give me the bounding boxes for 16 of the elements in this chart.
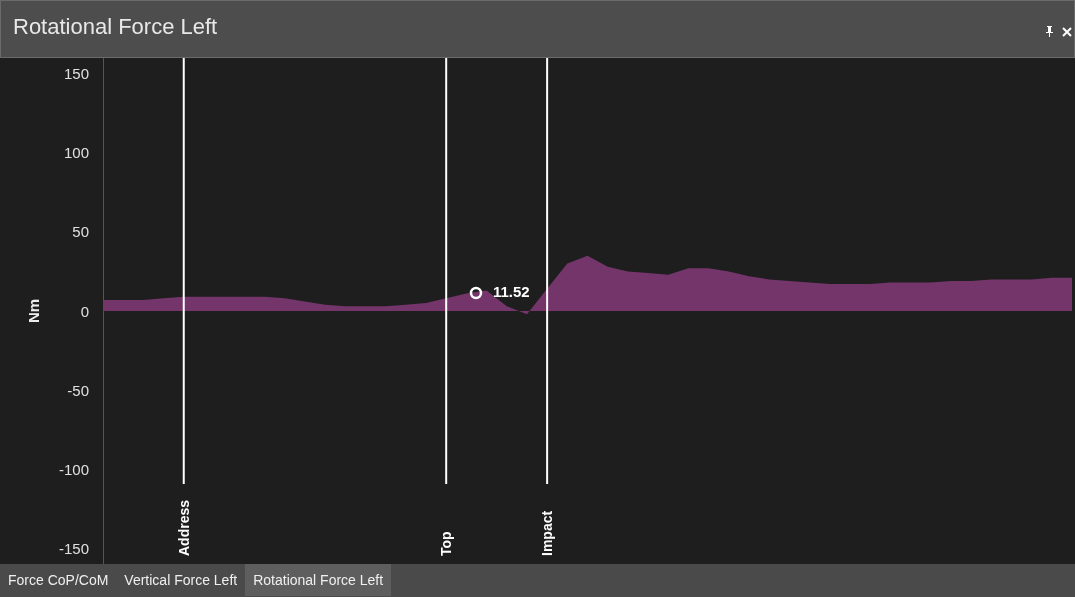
- y-tick-label: 150: [63, 65, 89, 83]
- y-axis-title: Nm: [25, 298, 42, 324]
- text: Force CoP/CoM: [7, 571, 110, 590]
- text: Rotational Force Left: [245, 564, 392, 596]
- y-tick-label: -150: [58, 539, 89, 557]
- y-tick-label: 50: [72, 223, 89, 241]
- chart-title: Rotational Force Left: [13, 14, 218, 40]
- y-tick-label: 0: [80, 302, 89, 320]
- y-tick-label: -100: [58, 460, 89, 478]
- x-tick-label: Impact: [539, 510, 556, 556]
- y-tick-label: -50: [67, 381, 89, 399]
- annotation: 11.52: [493, 283, 530, 300]
- x-tick-label: Top: [438, 531, 455, 556]
- x-tick-label: Address: [175, 499, 192, 556]
- y-tick-label: 100: [63, 144, 89, 162]
- text: Vertical Force Left: [123, 571, 239, 590]
